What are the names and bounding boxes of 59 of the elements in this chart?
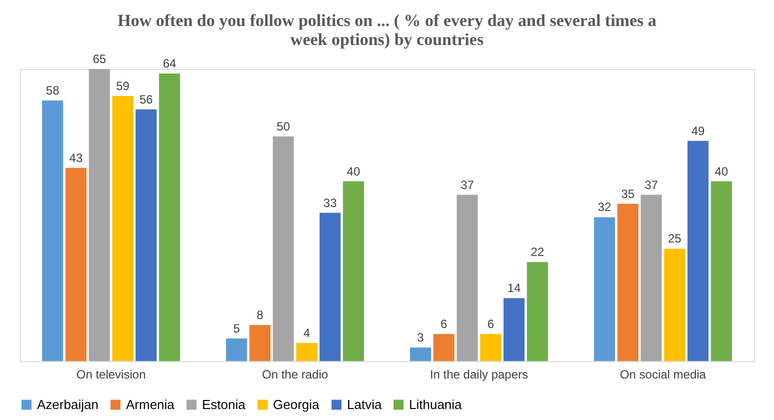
data-label: 59: [116, 78, 130, 93]
bar: [65, 168, 87, 361]
bar: [296, 343, 318, 361]
bar: [88, 69, 110, 361]
bar: [456, 194, 478, 361]
bar: [664, 248, 686, 361]
bar: [112, 96, 134, 361]
bar: [410, 348, 432, 361]
data-label: 40: [346, 164, 360, 178]
chart-title: How often do you follow politics on ... ( % of every day and several times a week options) by countries: [118, 11, 657, 49]
bar: [342, 181, 364, 361]
data-label: 64: [162, 56, 177, 70]
x-tick-label: On the radio: [262, 368, 328, 382]
bar: [226, 338, 248, 361]
data-label: 5: [233, 322, 240, 336]
legend-label: Georgia: [273, 396, 320, 412]
bar: [249, 325, 270, 361]
x-tick-label: In the daily papers: [430, 368, 528, 382]
legend-label: Estonia: [202, 396, 246, 412]
data-label: 25: [668, 232, 682, 246]
bar: [640, 194, 662, 361]
data-label: 37: [460, 178, 474, 192]
data-label: 32: [598, 200, 612, 214]
bar: [710, 181, 732, 361]
legend-label: Armenia: [126, 396, 176, 412]
data-label: 40: [714, 164, 728, 178]
data-label: 58: [46, 83, 60, 98]
data-label: 22: [530, 245, 544, 260]
data-label: 6: [440, 317, 448, 332]
bar: [159, 73, 180, 361]
legend-label: Azerbaijan: [37, 396, 98, 412]
legend-label: Lithuania: [409, 396, 463, 412]
data-label: 37: [644, 178, 658, 192]
bar: [136, 109, 157, 361]
legend-label: Latvia: [347, 396, 382, 412]
data-label: 3: [417, 330, 424, 345]
data-label: 33: [323, 196, 338, 210]
bar: [320, 212, 341, 361]
data-label: 50: [276, 119, 290, 134]
bar: [42, 100, 64, 361]
bar: [272, 136, 294, 361]
data-label: 43: [69, 150, 83, 165]
data-label: 8: [256, 308, 264, 322]
bar: [433, 334, 454, 361]
bar: [594, 217, 615, 361]
x-tick-label: On social media: [620, 368, 706, 382]
data-label: 14: [507, 281, 522, 296]
data-label: 56: [139, 92, 154, 106]
bar: [480, 334, 502, 361]
bar: [526, 262, 548, 361]
bar: [504, 298, 525, 361]
data-label: 35: [621, 186, 635, 201]
data-label: 6: [487, 317, 494, 332]
bar: [687, 140, 709, 361]
data-label: 65: [92, 52, 106, 66]
x-tick-label: On television: [76, 368, 146, 382]
bar: [617, 204, 638, 361]
data-label: 49: [691, 124, 706, 138]
data-label: 4: [303, 326, 310, 340]
